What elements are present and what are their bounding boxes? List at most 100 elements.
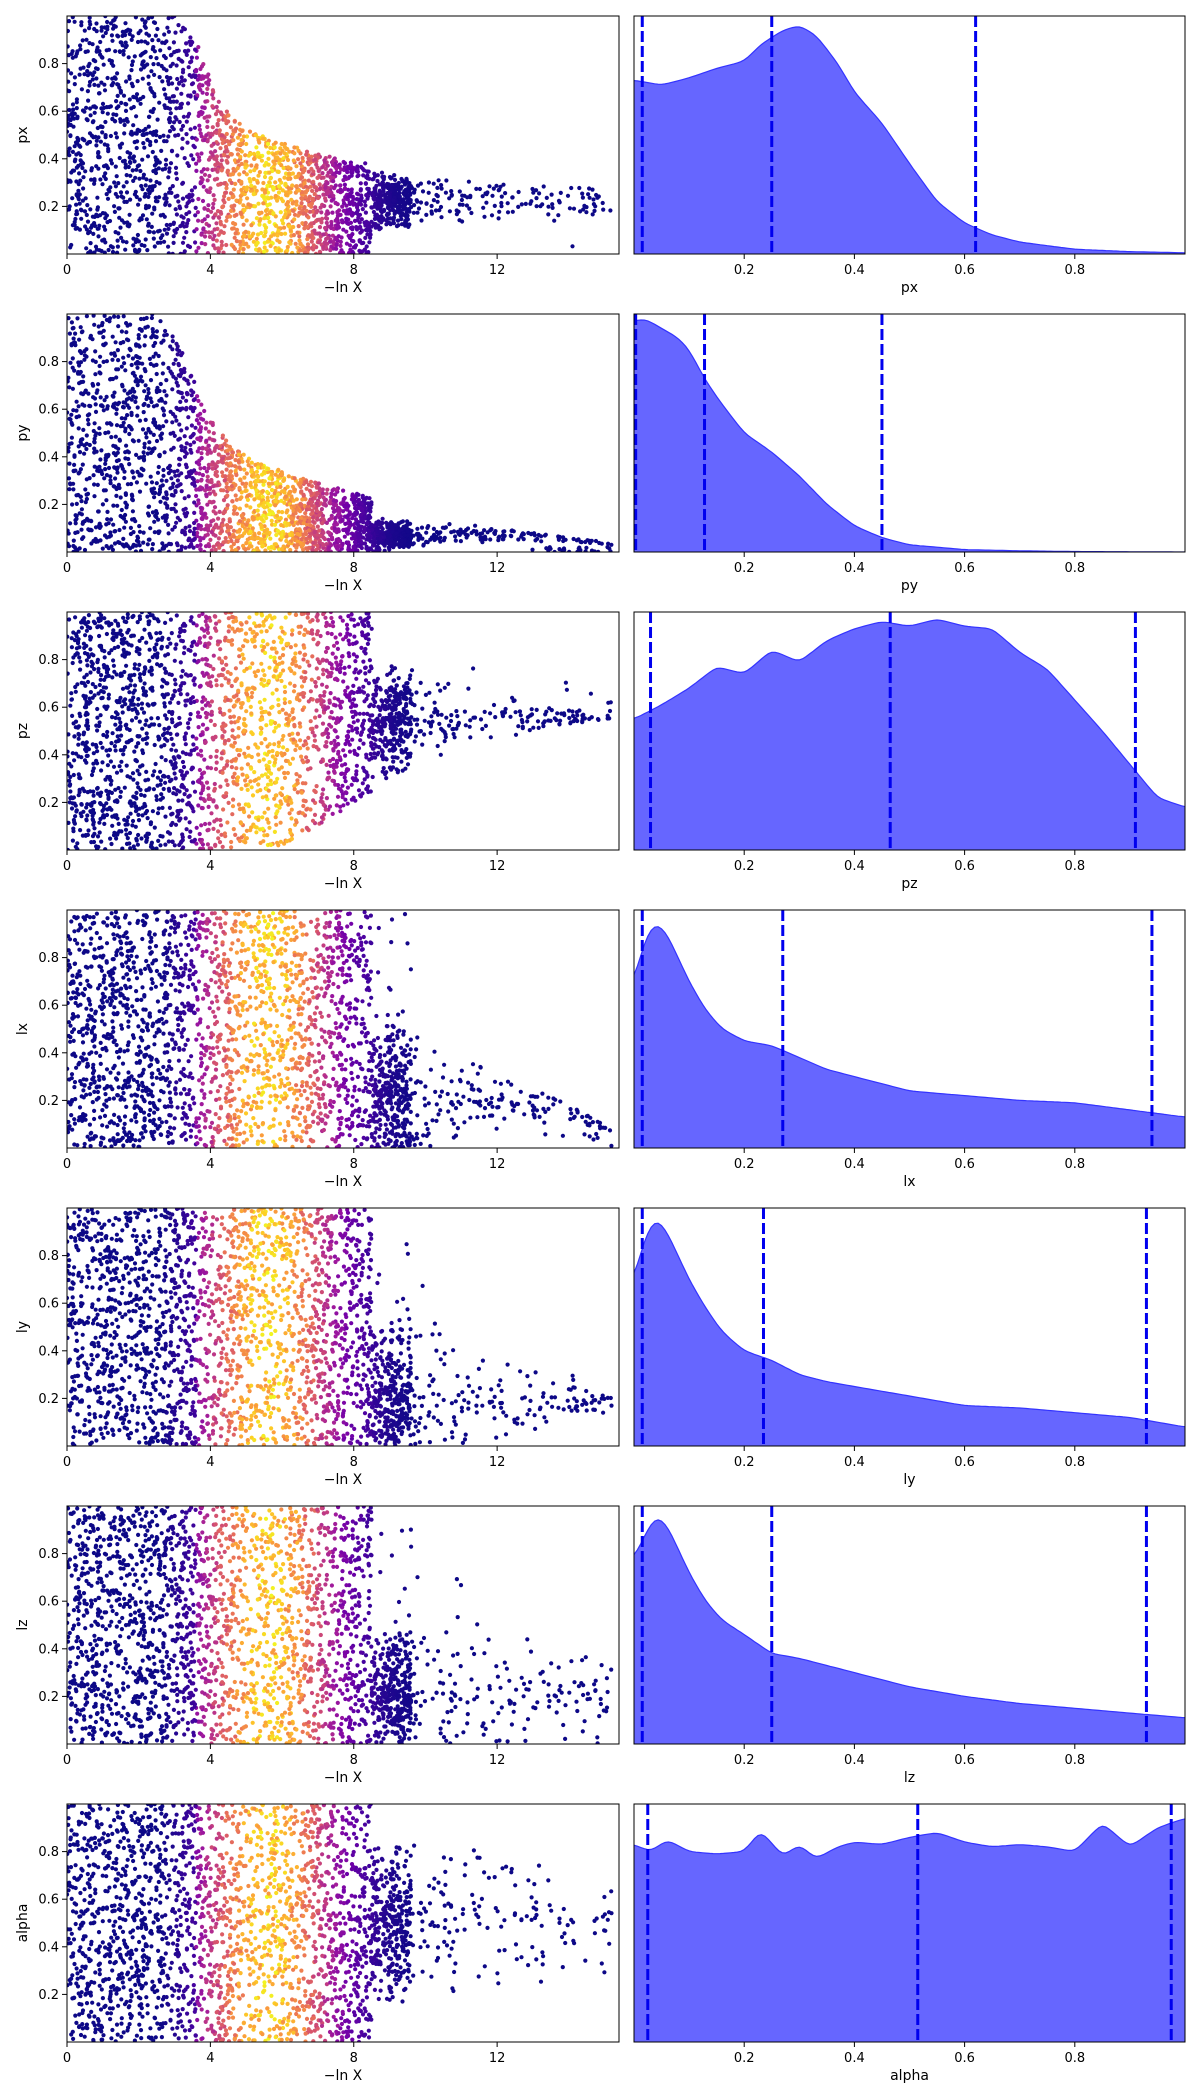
scatter-point [154, 329, 159, 334]
scatter-point [84, 37, 89, 42]
scatter-point [133, 16, 138, 20]
scatter-point [235, 166, 240, 171]
scatter-point [185, 140, 190, 145]
scatter-point [137, 472, 142, 477]
scatter-point [206, 443, 211, 448]
scatter-point [108, 474, 113, 479]
scatter-point [175, 468, 180, 473]
scatter-point [342, 182, 347, 187]
scatter-point [131, 243, 136, 248]
scatter-point [299, 201, 304, 206]
scatter-point [138, 101, 143, 106]
scatter-point [103, 171, 108, 176]
scatter-point [175, 543, 180, 548]
scatter-point [501, 529, 506, 534]
scatter-point [191, 157, 196, 162]
scatter-point [172, 16, 177, 19]
scatter-point [252, 549, 257, 552]
scatter-point [203, 242, 208, 247]
scatter-point [88, 333, 93, 338]
scatter-point [233, 482, 238, 488]
scatter-point [327, 154, 332, 159]
scatter-point [118, 40, 123, 45]
scatter-point [312, 184, 317, 190]
scatter-point [304, 208, 309, 213]
scatter-point [265, 489, 270, 495]
scatter-point [70, 365, 75, 370]
scatter-point [186, 381, 191, 386]
scatter-point [67, 379, 70, 384]
scatter-point [100, 130, 105, 135]
scatter-point [98, 457, 103, 462]
scatter-point [276, 467, 281, 472]
scatter-point [184, 230, 189, 235]
scatter-point [128, 28, 133, 33]
scatter-point [255, 536, 260, 541]
scatter-point [457, 189, 462, 194]
scatter-point [101, 62, 106, 67]
scatter-point [267, 170, 272, 175]
scatter-point [406, 196, 411, 201]
scatter-point [330, 210, 335, 215]
scatter-point [358, 202, 364, 207]
scatter-point [411, 210, 416, 215]
scatter-point [176, 473, 181, 478]
scatter-point [221, 152, 226, 157]
scatter-point [93, 372, 98, 377]
scatter-point [161, 424, 166, 429]
scatter-point [519, 202, 524, 207]
scatter-point [103, 467, 108, 472]
scatter-point [297, 238, 302, 243]
scatter-point [376, 201, 381, 206]
scatter-point [237, 485, 242, 491]
scatter-point [306, 215, 311, 220]
scatter-point [162, 103, 167, 108]
scatter-point [162, 196, 167, 201]
scatter-point [265, 239, 270, 244]
scatter-point [344, 241, 349, 246]
scatter-point [154, 481, 159, 486]
scatter-point [95, 195, 100, 200]
scatter-point [346, 540, 351, 545]
scatter-point [71, 408, 76, 413]
scatter-point [151, 230, 156, 235]
scatter-point [243, 229, 248, 234]
scatter-point [592, 208, 597, 213]
scatter-point [78, 144, 83, 149]
scatter-point [344, 229, 349, 234]
scatter-point [367, 190, 372, 195]
scatter-point [290, 201, 295, 206]
scatter-point [546, 212, 551, 217]
scatter-point [206, 223, 212, 228]
scatter-point [185, 114, 190, 119]
scatter-point [558, 190, 563, 195]
scatter-point [220, 456, 225, 461]
scatter-point [287, 171, 292, 176]
scatter-point [151, 45, 156, 50]
scatter-point [534, 188, 539, 193]
scatter-point [160, 371, 165, 376]
scatter-point [140, 427, 146, 432]
scatter-point [120, 239, 126, 244]
scatter-point [216, 118, 221, 123]
scatter-point [224, 109, 229, 114]
scatter-point [359, 228, 365, 233]
scatter-point [178, 374, 183, 379]
scatter-point [190, 135, 195, 140]
scatter-point [305, 242, 311, 247]
scatter-point [159, 478, 164, 483]
scatter-point [243, 484, 248, 489]
scatter-point [267, 512, 272, 517]
scatter-point [323, 196, 328, 201]
scatter-point [206, 72, 211, 77]
scatter-point [113, 184, 118, 189]
scatter-point [157, 195, 162, 200]
scatter-point [68, 133, 73, 138]
scatter-point [254, 469, 259, 474]
scatter-point [94, 21, 99, 26]
scatter-point [119, 218, 125, 223]
scatter-point [124, 199, 129, 204]
scatter-point [176, 483, 181, 488]
scatter-point [129, 481, 134, 487]
